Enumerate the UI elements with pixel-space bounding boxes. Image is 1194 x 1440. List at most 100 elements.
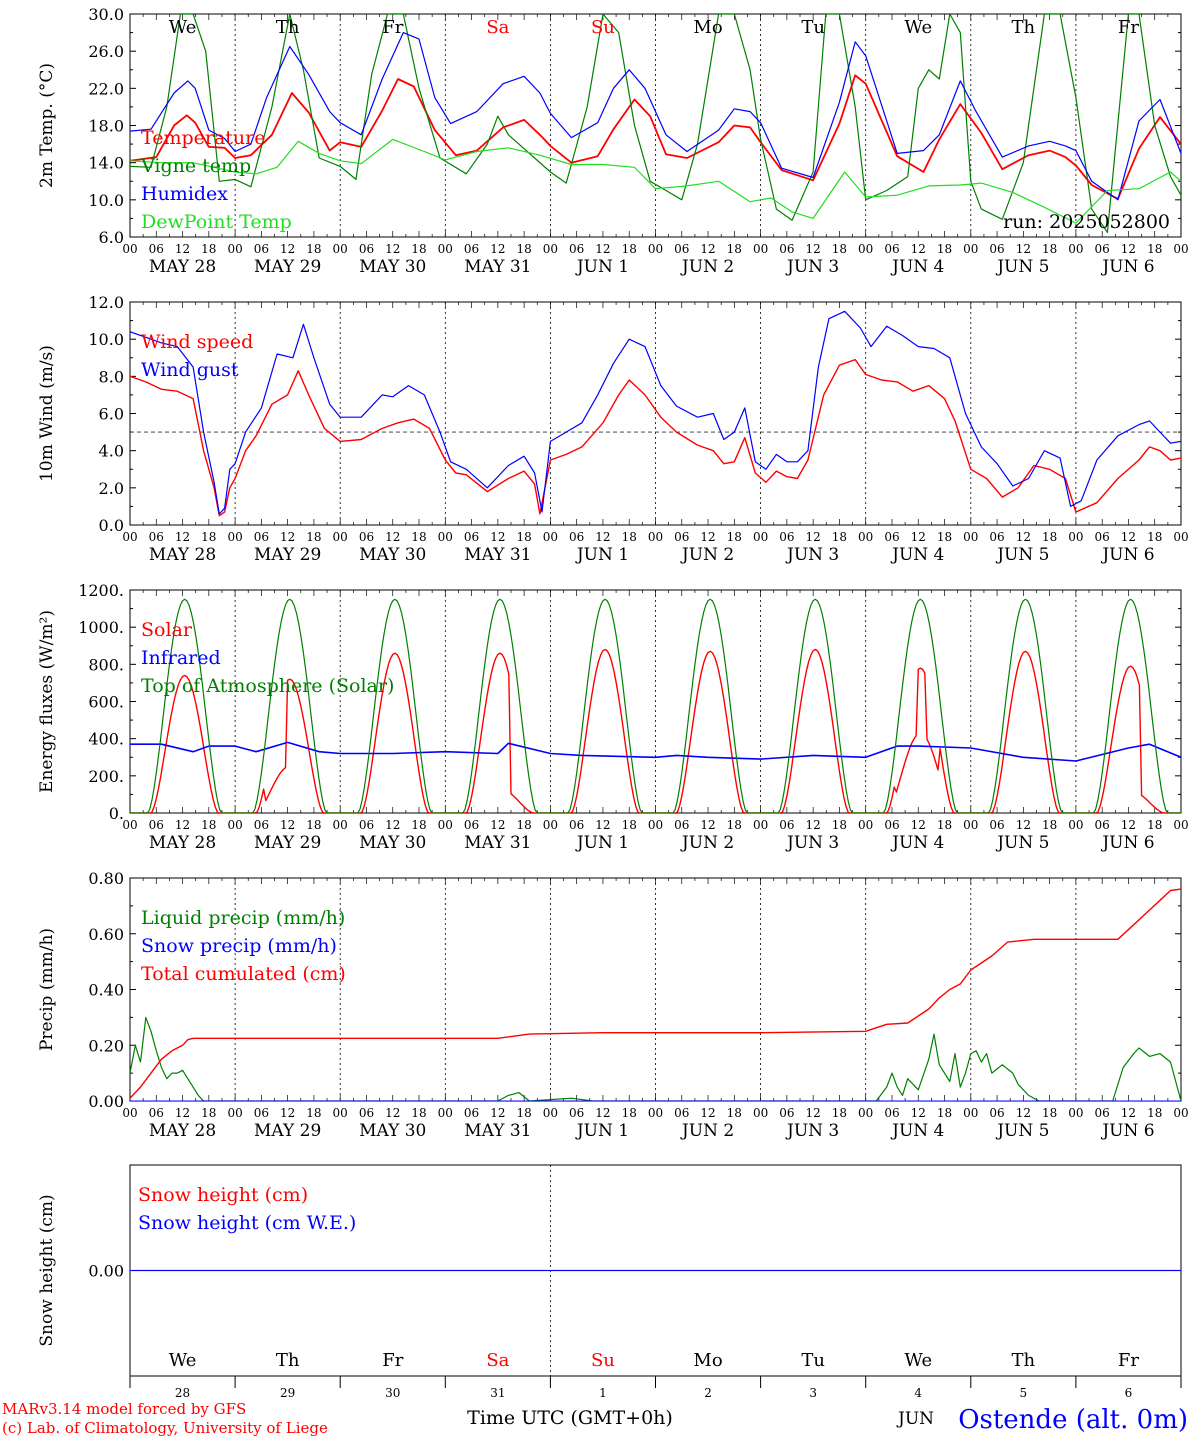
hour-label: 00 bbox=[122, 1106, 137, 1120]
weekday-label: Th bbox=[1012, 1350, 1036, 1371]
hour-label: 06 bbox=[674, 530, 689, 544]
date-label: JUN 1 bbox=[575, 257, 629, 277]
hour-label: 18 bbox=[832, 818, 847, 832]
hour-label: 06 bbox=[569, 818, 584, 832]
panel-2: 00 06 12 18 00 06 12 18 00 06 12 18 00 06 12 18 00 06 12 18… bbox=[37, 293, 1189, 565]
panel-4: 00 06 12 18 00 06 12 18 00 06 12 18 00 06 12 18 00 06 12 18… bbox=[37, 869, 1189, 1141]
hour-label: 06 bbox=[569, 530, 584, 544]
hour-label: 00 bbox=[648, 242, 663, 256]
hour-label: 00 bbox=[333, 1106, 348, 1120]
legend-entry: Snow height (cm) bbox=[138, 1184, 308, 1206]
y-tick-label: 6.0 bbox=[99, 405, 124, 424]
date-label: JUN 4 bbox=[890, 257, 944, 277]
y-tick-label: 10.0 bbox=[88, 330, 124, 349]
date-label: MAY 30 bbox=[359, 545, 426, 565]
hour-label: 06 bbox=[884, 1106, 899, 1120]
hour-label: 00 bbox=[648, 818, 663, 832]
hour-label: 12 bbox=[806, 1106, 821, 1120]
hour-label: 18 bbox=[1042, 242, 1057, 256]
hour-label: 12 bbox=[1016, 530, 1031, 544]
date-label: MAY 30 bbox=[359, 833, 426, 853]
hour-label: 00 bbox=[1068, 1106, 1083, 1120]
hour-label: 18 bbox=[1147, 530, 1162, 544]
date-label: JUN 1 bbox=[575, 545, 629, 565]
date-label: JUN 1 bbox=[575, 833, 629, 853]
hour-label: 06 bbox=[569, 242, 584, 256]
month-label: JUN bbox=[896, 1409, 934, 1429]
hour-label: 12 bbox=[1016, 1106, 1031, 1120]
y-tick-label: 400. bbox=[88, 730, 124, 749]
day-number: 6 bbox=[1125, 1386, 1133, 1400]
hour-label: 18 bbox=[201, 1106, 216, 1120]
y-tick-label: 0. bbox=[109, 804, 124, 823]
date-label: MAY 29 bbox=[254, 833, 321, 853]
legend-entry: Infrared bbox=[141, 647, 221, 669]
series-line bbox=[130, 598, 1181, 813]
y-tick-label: 0.80 bbox=[88, 869, 124, 888]
hour-label: 18 bbox=[832, 242, 847, 256]
series-line bbox=[130, 888, 1181, 1099]
hour-label: 18 bbox=[201, 242, 216, 256]
legend-entry: Snow precip (mm/h) bbox=[141, 935, 337, 957]
y-tick-label: 22.0 bbox=[88, 79, 124, 98]
hour-label: 12 bbox=[490, 818, 505, 832]
hour-label: 00 bbox=[648, 530, 663, 544]
hour-label: 12 bbox=[385, 530, 400, 544]
hour-label: 00 bbox=[753, 242, 768, 256]
hour-label: 06 bbox=[254, 530, 269, 544]
date-label: JUN 6 bbox=[1100, 1121, 1154, 1141]
series-line bbox=[130, 310, 1181, 515]
hour-label: 18 bbox=[306, 530, 321, 544]
legend-entry: DewPoint Temp bbox=[141, 211, 292, 233]
hour-label: 12 bbox=[490, 1106, 505, 1120]
hour-label: 00 bbox=[333, 530, 348, 544]
date-label: JUN 3 bbox=[785, 1121, 839, 1141]
series-line bbox=[130, 14, 1181, 233]
hour-label: 00 bbox=[227, 818, 242, 832]
hour-label: 18 bbox=[411, 818, 426, 832]
weekday-label: Tu bbox=[801, 17, 825, 38]
hour-label: 06 bbox=[464, 818, 479, 832]
date-label: MAY 31 bbox=[464, 257, 531, 277]
y-tick-label: 800. bbox=[88, 655, 124, 674]
date-label: JUN 3 bbox=[785, 545, 839, 565]
hour-label: 06 bbox=[884, 818, 899, 832]
y-tick-label: 0.20 bbox=[88, 1036, 124, 1055]
hour-label: 00 bbox=[543, 530, 558, 544]
hour-label: 06 bbox=[1095, 530, 1110, 544]
hour-label: 00 bbox=[858, 530, 873, 544]
run-label: run: 2025052800 bbox=[1003, 211, 1170, 233]
y-tick-label: 1000. bbox=[78, 618, 124, 637]
hour-label: 06 bbox=[149, 242, 164, 256]
hour-label: 00 bbox=[1068, 530, 1083, 544]
hour-label: 12 bbox=[385, 242, 400, 256]
hour-label: 12 bbox=[175, 818, 190, 832]
date-label: MAY 29 bbox=[254, 545, 321, 565]
hour-label: 06 bbox=[464, 530, 479, 544]
weekday-label: Sa bbox=[486, 1350, 509, 1371]
hour-label: 18 bbox=[937, 818, 952, 832]
hour-label: 00 bbox=[1173, 818, 1188, 832]
legend-entry: Snow height (cm W.E.) bbox=[138, 1212, 356, 1234]
y-tick-label: 6.0 bbox=[99, 228, 124, 247]
hour-label: 12 bbox=[280, 242, 295, 256]
x-axis-label: Time UTC (GMT+0h) bbox=[467, 1407, 673, 1429]
legend-entry: Top of Atmosphere (Solar) bbox=[141, 675, 394, 697]
weekday-label: We bbox=[904, 1350, 932, 1371]
hour-label: 12 bbox=[280, 818, 295, 832]
hour-label: 12 bbox=[490, 242, 505, 256]
hour-label: 12 bbox=[700, 530, 715, 544]
hour-label: 18 bbox=[937, 1106, 952, 1120]
y-tick-label: 2.0 bbox=[99, 479, 124, 498]
station-name: Ostende (alt. 0m) bbox=[958, 1405, 1188, 1435]
hour-label: 12 bbox=[175, 242, 190, 256]
hour-label: 06 bbox=[884, 242, 899, 256]
hour-label: 18 bbox=[306, 242, 321, 256]
series-line bbox=[130, 358, 1181, 517]
hour-label: 00 bbox=[333, 242, 348, 256]
date-label: JUN 6 bbox=[1100, 833, 1154, 853]
date-label: MAY 28 bbox=[149, 1121, 216, 1141]
hour-label: 18 bbox=[201, 818, 216, 832]
hour-label: 12 bbox=[1121, 530, 1136, 544]
hour-label: 00 bbox=[438, 530, 453, 544]
